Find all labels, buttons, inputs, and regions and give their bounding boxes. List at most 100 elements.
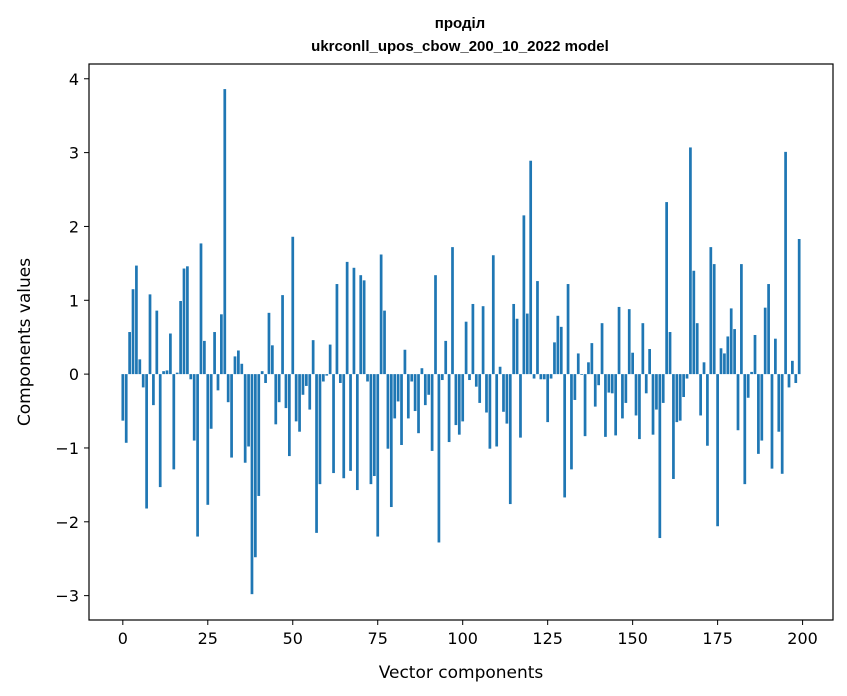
bar xyxy=(658,374,662,539)
bar xyxy=(661,374,665,403)
bar xyxy=(627,309,631,375)
y-axis-label: Components values xyxy=(15,258,35,426)
bar xyxy=(780,374,784,474)
bar xyxy=(417,374,420,434)
bar xyxy=(512,303,516,375)
x-tick-label: 175 xyxy=(702,629,733,648)
bar xyxy=(600,323,604,375)
bar xyxy=(383,310,386,375)
bar xyxy=(413,374,417,412)
x-tick-label: 150 xyxy=(617,629,648,648)
bar xyxy=(226,374,230,403)
bar xyxy=(141,374,145,388)
bar xyxy=(179,301,182,375)
bar xyxy=(651,374,655,435)
bar xyxy=(304,374,308,386)
bar xyxy=(767,284,770,375)
bar xyxy=(203,340,206,375)
bar xyxy=(553,342,556,375)
bar xyxy=(604,374,607,437)
bar xyxy=(298,374,301,432)
bar xyxy=(750,371,753,375)
bar-series xyxy=(121,89,801,595)
bar xyxy=(257,374,261,496)
bar xyxy=(400,374,403,445)
bar xyxy=(332,374,335,474)
bar xyxy=(576,353,580,375)
bar xyxy=(678,374,682,421)
bar xyxy=(665,202,668,375)
bar xyxy=(675,374,679,423)
bar xyxy=(519,374,522,438)
bar xyxy=(522,215,526,375)
bar xyxy=(152,374,155,406)
chart-title: проділ xyxy=(435,15,485,32)
bar xyxy=(685,374,689,379)
bar xyxy=(311,340,315,375)
bar xyxy=(719,348,723,375)
bar xyxy=(372,374,376,477)
bar xyxy=(529,160,533,375)
bar xyxy=(580,374,584,375)
bar xyxy=(471,303,475,375)
bar xyxy=(464,321,468,375)
bar xyxy=(706,374,709,446)
bar xyxy=(434,275,437,375)
bar xyxy=(668,332,672,375)
bar xyxy=(485,374,488,413)
bar xyxy=(155,310,159,375)
bar xyxy=(525,313,529,375)
bar xyxy=(369,374,373,485)
bar xyxy=(437,374,441,543)
bar xyxy=(549,374,553,379)
bar xyxy=(539,374,543,380)
bar xyxy=(607,374,611,393)
bar xyxy=(223,89,227,375)
bar xyxy=(447,374,451,443)
bar xyxy=(556,315,560,375)
bar xyxy=(379,254,383,375)
bar xyxy=(712,264,716,375)
bar xyxy=(672,374,675,479)
bar xyxy=(362,280,366,375)
bar xyxy=(495,374,499,447)
bar xyxy=(349,374,352,471)
bar xyxy=(733,329,736,375)
x-tick-label: 25 xyxy=(198,629,218,648)
bar xyxy=(250,374,254,595)
bar xyxy=(695,323,699,375)
bar xyxy=(791,360,794,375)
bar xyxy=(641,323,645,375)
bar xyxy=(481,306,485,375)
bar xyxy=(172,374,176,470)
y-tick-label: 1 xyxy=(69,291,79,310)
bar xyxy=(216,374,220,391)
bar xyxy=(288,374,291,457)
bar xyxy=(583,374,587,437)
bar xyxy=(566,284,570,375)
bar xyxy=(784,151,787,375)
bar xyxy=(359,275,363,375)
bar xyxy=(274,374,278,425)
bar xyxy=(729,308,733,375)
bar xyxy=(736,374,740,431)
bar xyxy=(182,268,186,375)
bar xyxy=(233,356,237,375)
bar xyxy=(770,374,774,469)
bar xyxy=(644,374,648,394)
bar xyxy=(264,374,267,383)
bar xyxy=(301,374,305,395)
bar xyxy=(590,343,594,375)
bar xyxy=(393,374,397,419)
bar xyxy=(444,340,448,375)
bar xyxy=(746,374,750,398)
bar xyxy=(254,374,257,558)
bar xyxy=(403,349,407,375)
bar xyxy=(121,374,125,421)
bar xyxy=(573,374,577,400)
bar xyxy=(763,307,767,375)
bar xyxy=(267,312,271,375)
bar xyxy=(457,374,461,435)
bar xyxy=(165,370,169,375)
bar xyxy=(199,243,203,375)
